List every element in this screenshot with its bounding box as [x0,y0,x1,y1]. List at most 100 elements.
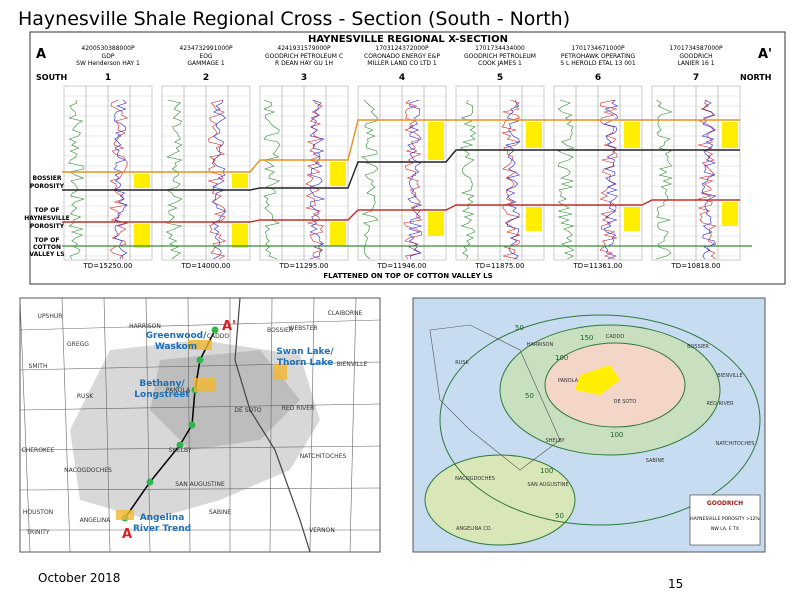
county-label: VERNON [309,527,335,534]
county-label: HARRISON [129,323,161,330]
zone-label: POROSITY [30,183,65,190]
well-operator: CORONADO ENERGY E&P [364,53,440,60]
porosity-fill [722,202,738,226]
county-label: PANOLA [558,378,579,384]
play-area [116,510,134,520]
point-label: A [122,527,132,542]
county-border [309,297,315,553]
county-label: SMITH [29,363,48,370]
county-border [19,361,381,371]
log-curve [697,99,717,260]
well-api: 1701734587000P [669,45,723,52]
county-label: SHELBY [545,438,565,444]
county-label: BIENVILLE [717,373,742,379]
horizon-line [62,149,740,191]
well-lease: SW Henderson HAY 1 [76,60,140,67]
county-label: HOUSTON [23,509,53,516]
county-label: SABINE [209,509,231,516]
well-operator: GDP [102,53,115,60]
play-area [273,364,287,380]
log-curve [459,99,477,260]
point-label: A' [222,319,236,334]
porosity-fill [428,212,444,236]
play-label: Longstreet [134,390,190,400]
well-api: 1701734434000 [475,45,525,52]
county-label: CADDO [207,333,230,340]
play-label: Swan Lake/ [276,347,334,357]
well-lease: S L HEROLD ETAL 13 001 [560,60,636,67]
well-lease: LANIER 16 1 [677,60,714,67]
well-number: 6 [595,73,601,83]
contour-label: 50 [515,324,524,332]
county-label: SABINE [646,458,665,464]
zone-label: VALLEY LS [29,251,64,258]
county-label: CHEROKEE [22,447,55,454]
log-curve [165,99,183,260]
county-border [349,297,357,553]
porosity-fill [232,174,248,188]
county-label: DE SOTO [234,407,262,414]
county-border [19,487,381,491]
contour-label: 50 [555,512,564,520]
zone-label: HAYNESVILLE [24,215,70,222]
zone-label: TOP OF [35,237,60,244]
well-api: 4241931579000P [277,45,331,52]
porosity-fill [526,122,542,148]
well-lease: MILLER LAND CO LTD 1 [367,60,437,67]
play-area [188,340,212,350]
zone-label: BOSSIER [33,175,62,182]
well-lease: GAMMAGE 1 [187,60,224,67]
yellow-area [575,365,620,395]
county-label: SHELBY [169,447,192,454]
county-border [19,403,381,411]
county-label: CADDO [606,334,625,340]
lake [429,324,561,471]
well-number: 2 [203,73,209,83]
page-number: 15 [668,577,683,591]
well-number: 3 [301,73,307,83]
zone-label: COTTON [33,244,61,251]
south-label: SOUTH [36,73,67,82]
well-dot [211,326,219,334]
contour-label: 100 [610,431,623,439]
county-label: NATCHITOCHES [716,441,755,447]
county-label: BOSSIER [687,344,709,350]
legend-text: HAYNESVILLE POROSITY >12% [690,516,760,522]
shaded-core [150,350,300,450]
well-td: TD=11361.00 [573,262,623,270]
log-curve [505,99,520,260]
slide-title: Haynesville Shale Regional Cross - Secti… [18,8,570,30]
county-label: NACOGDOCHES [455,476,495,482]
porosity-fill [134,174,150,188]
well-operator: GOODRICH PETROLEUM C [265,53,343,60]
county-label: NATCHITOCHES [300,453,347,460]
well-number: 1 [105,73,111,83]
county-label: GREGG [67,341,89,348]
porosity-fill [428,122,444,160]
well-td: TD=10818.00 [671,262,721,270]
north-label: NORTH [740,73,771,82]
well-td: TD=11946.00 [377,262,427,270]
porosity-fill [526,207,542,231]
contour-label: 100 [540,467,553,475]
county-label: WEBSTER [288,325,317,332]
porosity-fill [624,207,640,231]
county-label: RED RIVER [706,401,734,407]
porosity-fill [134,224,150,248]
county-border [19,445,381,451]
well-td: TD=14000.00 [181,262,231,270]
well-api: 4200530388000P [81,45,135,52]
log-curve [501,99,521,260]
log-curve [207,99,227,260]
county-label: UPSHUR [38,313,63,320]
log-curve [557,99,575,260]
well-number: 4 [399,73,405,83]
county-label: SAN AUGUSTINE [175,481,225,488]
county-label: TRINITY [25,529,50,536]
play-label: River Trend [133,524,191,534]
porosity-fill [624,122,640,148]
log-curve [109,99,129,260]
play-label: Bethany/ [139,379,185,389]
well-number: 7 [693,73,699,83]
log-curve [407,99,423,260]
